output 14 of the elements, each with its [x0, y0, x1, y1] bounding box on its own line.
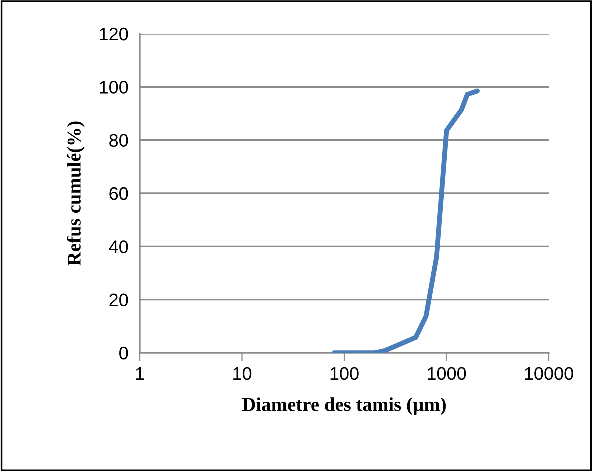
y-tick-label: 20: [110, 294, 128, 307]
x-tick-label: 1000: [428, 367, 466, 380]
x-tick-label: 10000: [525, 367, 574, 380]
x-axis-title: Diametre des tamis (µm): [242, 398, 446, 416]
x-tick-label: 1: [136, 368, 144, 380]
y-tick-label: 60: [110, 187, 128, 200]
y-tick-label: 100: [100, 81, 128, 94]
y-tick-label: 40: [109, 240, 128, 254]
y-tick-label: 80: [110, 134, 128, 148]
y-tick-label: 0: [120, 346, 128, 360]
y-axis-title: Refus cumulé(%): [67, 122, 85, 266]
x-tick-label: 10: [234, 367, 252, 380]
x-tick-label: 100: [330, 367, 359, 380]
y-tick-label: 120: [100, 28, 128, 41]
